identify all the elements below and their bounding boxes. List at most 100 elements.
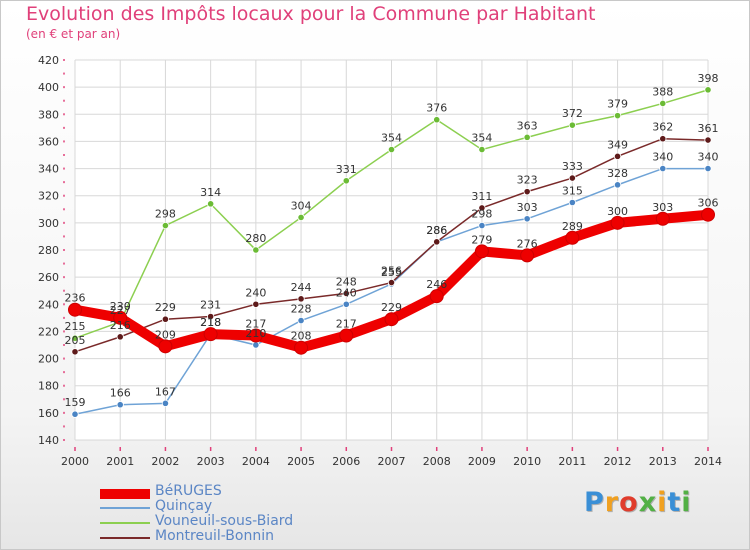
legend-swatch — [100, 522, 150, 524]
data-point — [523, 133, 531, 141]
data-point — [523, 215, 531, 223]
data-point — [113, 310, 128, 325]
legend-swatch — [100, 537, 150, 539]
data-label: 314 — [200, 186, 221, 199]
data-label: 246 — [426, 278, 447, 291]
y-tick-label: 140 — [38, 434, 59, 447]
data-label: 361 — [698, 122, 719, 135]
x-tick-label: 2006 — [332, 455, 360, 468]
y-tick-label: 240 — [38, 298, 59, 311]
data-label: 210 — [245, 327, 266, 340]
data-point — [68, 302, 82, 317]
data-label: 216 — [110, 319, 131, 332]
logo-letter: x — [638, 487, 658, 518]
data-label: 311 — [471, 190, 492, 203]
data-point — [478, 204, 486, 212]
x-tick-label: 2008 — [423, 455, 451, 468]
data-point — [252, 246, 260, 254]
data-point — [433, 116, 441, 124]
data-label: 231 — [200, 299, 221, 312]
data-point — [655, 211, 670, 226]
data-point — [433, 238, 441, 246]
data-point — [252, 300, 260, 308]
data-label: 300 — [607, 205, 628, 218]
data-point — [387, 278, 396, 287]
data-point — [613, 152, 622, 160]
data-label: 217 — [336, 318, 357, 331]
y-tick-label: 220 — [38, 325, 59, 338]
data-label: 331 — [336, 163, 357, 176]
data-point — [704, 136, 712, 144]
data-point — [339, 328, 354, 343]
data-label: 244 — [291, 281, 312, 294]
data-point — [158, 339, 173, 354]
data-label: 303 — [517, 201, 538, 214]
data-point — [297, 316, 305, 325]
line-chart: 140 160 180 200 220 240 260 280 300 320 340 360 380 4… — [38, 54, 722, 468]
x-tick-label: 2003 — [197, 455, 225, 468]
y-tick-label: 360 — [38, 135, 59, 148]
data-label: 218 — [200, 316, 221, 329]
data-label: 372 — [562, 107, 583, 120]
y-tick-label: 380 — [38, 108, 59, 121]
data-point — [701, 207, 715, 222]
logo-letter: P — [584, 487, 605, 518]
data-label: 289 — [562, 220, 583, 233]
data-point — [520, 248, 535, 263]
x-tick-label: 2004 — [242, 455, 270, 468]
y-tick-label: 160 — [38, 407, 59, 420]
logo-letter: i — [681, 487, 692, 518]
data-label: 340 — [652, 151, 673, 164]
data-label: 167 — [155, 385, 176, 398]
legend-label: Montreuil-Bonnin — [155, 528, 274, 544]
data-label: 340 — [698, 151, 719, 164]
data-label: 304 — [291, 199, 312, 212]
data-point — [294, 340, 309, 355]
y-tick-label: 200 — [38, 353, 59, 366]
data-point — [342, 177, 350, 185]
data-point — [297, 213, 305, 222]
x-tick-label: 2001 — [106, 455, 134, 468]
x-tick-label: 2010 — [513, 455, 541, 468]
legend-label: Vouneuil-sous-Biard — [155, 513, 294, 529]
data-label: 217 — [245, 318, 266, 331]
data-label: 379 — [607, 98, 628, 111]
data-point — [207, 312, 215, 321]
data-label: 315 — [562, 185, 583, 198]
data-label: 349 — [607, 138, 628, 151]
data-point — [704, 86, 712, 94]
data-label: 230 — [110, 300, 131, 313]
data-label: 248 — [336, 275, 357, 288]
data-label: 328 — [607, 167, 628, 180]
data-point — [342, 300, 350, 308]
data-label: 208 — [291, 330, 312, 343]
legend-swatch — [100, 489, 150, 499]
data-label: 228 — [291, 303, 312, 316]
data-point — [523, 188, 531, 196]
data-label: 362 — [652, 121, 673, 134]
data-label: 215 — [65, 320, 86, 333]
data-label: 354 — [381, 132, 402, 145]
x-tick-label: 2009 — [468, 455, 496, 468]
logo-letter: r — [604, 487, 620, 518]
data-point — [613, 112, 622, 120]
data-point — [478, 221, 486, 230]
data-label: 166 — [110, 387, 131, 400]
data-point — [203, 327, 218, 342]
data-label: 306 — [698, 197, 719, 210]
data-label: 298 — [471, 208, 492, 221]
y-tick-label: 300 — [38, 217, 59, 230]
data-point — [161, 221, 170, 230]
data-point — [610, 215, 625, 230]
x-tick-label: 2002 — [151, 455, 179, 468]
data-point — [252, 341, 260, 349]
data-label: 286 — [426, 224, 447, 237]
data-point — [659, 99, 667, 108]
data-point — [71, 410, 79, 418]
legend-label: Quinçay — [155, 498, 213, 514]
logo-letter: i — [657, 487, 668, 518]
x-tick-label: 2011 — [558, 455, 586, 468]
data-point — [161, 315, 170, 323]
chart-subtitle: (en € et par an) — [26, 27, 121, 41]
data-label: 227 — [110, 304, 131, 317]
